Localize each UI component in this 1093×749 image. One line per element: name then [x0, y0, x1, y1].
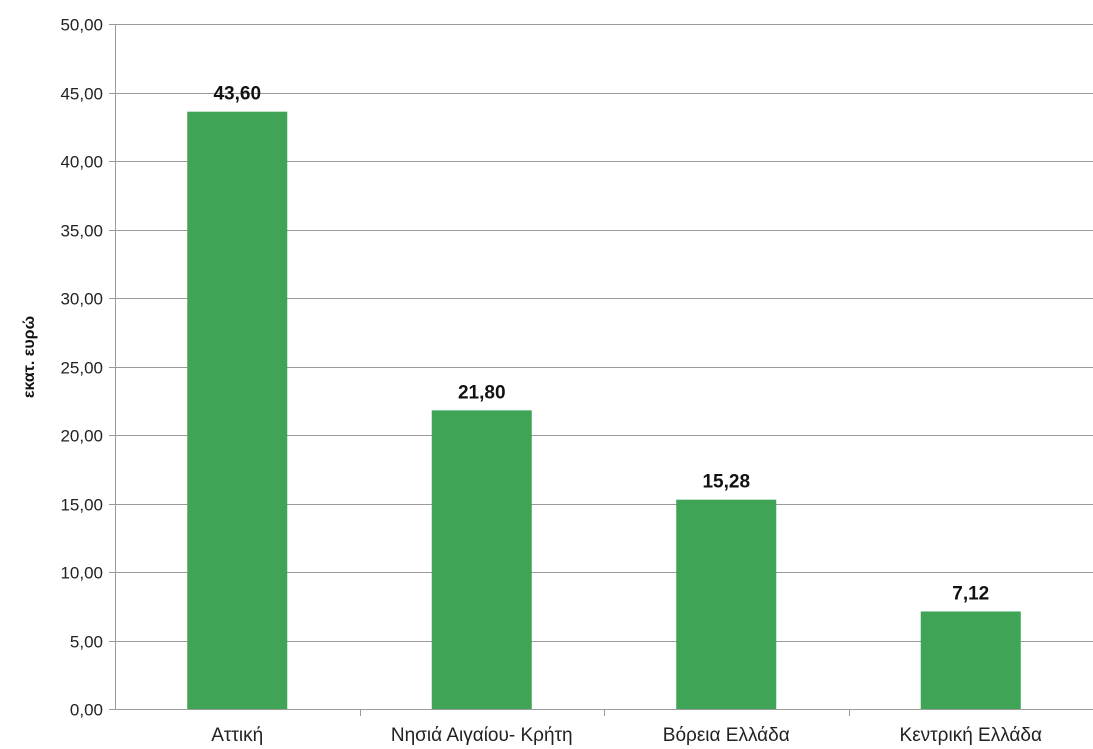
y-axis-title: εκατ. ευρώ — [21, 316, 38, 398]
y-tick-label: 40,00 — [60, 153, 103, 172]
data-label: 21,80 — [458, 382, 506, 403]
bar — [920, 611, 1021, 709]
x-category-label: Κεντρική Ελλάδα — [900, 725, 1042, 746]
data-label: 43,60 — [213, 84, 261, 105]
bar — [431, 410, 532, 709]
data-labels: 43,60 21,80 15,28 7,12 — [213, 84, 989, 605]
bars — [187, 111, 1021, 710]
y-tick-label: 30,00 — [60, 290, 103, 309]
y-tick-label: 20,00 — [60, 427, 103, 446]
y-tick-label: 10,00 — [60, 564, 103, 583]
y-tick-label: 35,00 — [60, 222, 103, 241]
y-tick-labels: 0,00 5,00 10,00 15,00 20,00 25,00 30,00 35,00 40… — [60, 16, 103, 720]
y-tick-label: 0,00 — [70, 701, 103, 720]
data-label: 7,12 — [952, 583, 989, 604]
x-category-label: Αττική — [211, 725, 263, 746]
y-tick-label: 45,00 — [60, 85, 103, 104]
x-category-label: Βόρεια Ελλάδα — [663, 725, 790, 746]
data-label: 15,28 — [702, 472, 750, 493]
y-tick-label: 25,00 — [60, 359, 103, 378]
x-category-labels: Αττική Νησιά Αιγαίου- Κρήτη Βόρεια Ελλάδα Κ… — [211, 725, 1042, 746]
x-category-label: Νησιά Αιγαίου- Κρήτη — [391, 725, 573, 746]
bar — [676, 499, 777, 709]
axes — [109, 24, 1093, 716]
y-tick-label: 50,00 — [60, 16, 103, 35]
bar — [187, 111, 288, 710]
y-tick-label: 5,00 — [70, 633, 103, 652]
y-tick-label: 15,00 — [60, 496, 103, 515]
